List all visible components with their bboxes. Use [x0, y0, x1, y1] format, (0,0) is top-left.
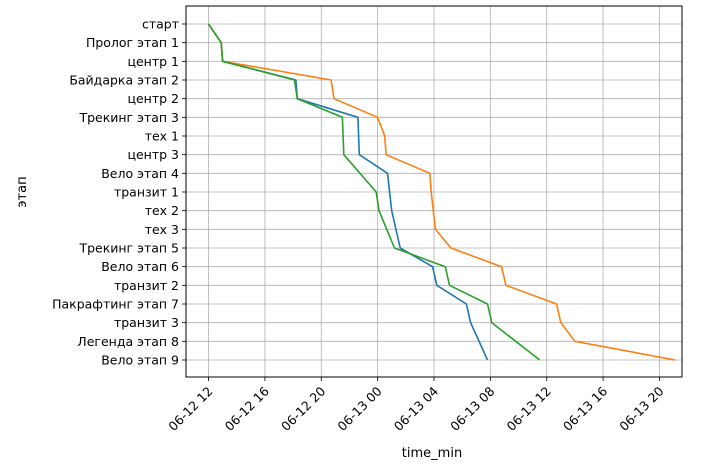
y-tick-label: Легенда этап 8	[77, 334, 179, 349]
y-tick-label: Пакрафтинг этап 7	[52, 297, 179, 312]
y-tick-label: Трекинг этап 3	[78, 110, 179, 125]
y-tick-label: центр 1	[127, 54, 179, 69]
y-axis: старт Пролог этап 1 центр 1 Байдарка этап 2…	[52, 17, 186, 368]
y-tick-label: Вело этап 6	[101, 259, 179, 274]
y-axis-title: этап	[15, 176, 30, 207]
y-tick-label: транзит 2	[114, 278, 179, 293]
y-tick-label: тех 3	[145, 222, 179, 237]
x-axis-title: time_min	[402, 446, 462, 461]
y-tick-label: Вело этап 9	[101, 353, 179, 368]
y-tick-label: тех 1	[145, 129, 179, 144]
y-tick-label: Пролог этап 1	[86, 35, 179, 50]
series-lines	[207, 23, 676, 361]
y-tick-label: Вело этап 4	[101, 166, 179, 181]
y-tick-label: тех 2	[145, 203, 179, 218]
y-tick-label: центр 3	[127, 147, 179, 162]
y-tick-label: транзит 1	[114, 185, 179, 200]
y-tick-label: Трекинг этап 5	[78, 241, 179, 256]
series-line-3	[207, 23, 541, 361]
y-tick-label: центр 2	[127, 91, 179, 106]
y-tick-label: Байдарка этап 2	[69, 73, 179, 88]
y-tick-label: старт	[142, 17, 179, 32]
series-line-2	[207, 23, 676, 361]
y-tick-label: транзит 3	[114, 315, 179, 330]
